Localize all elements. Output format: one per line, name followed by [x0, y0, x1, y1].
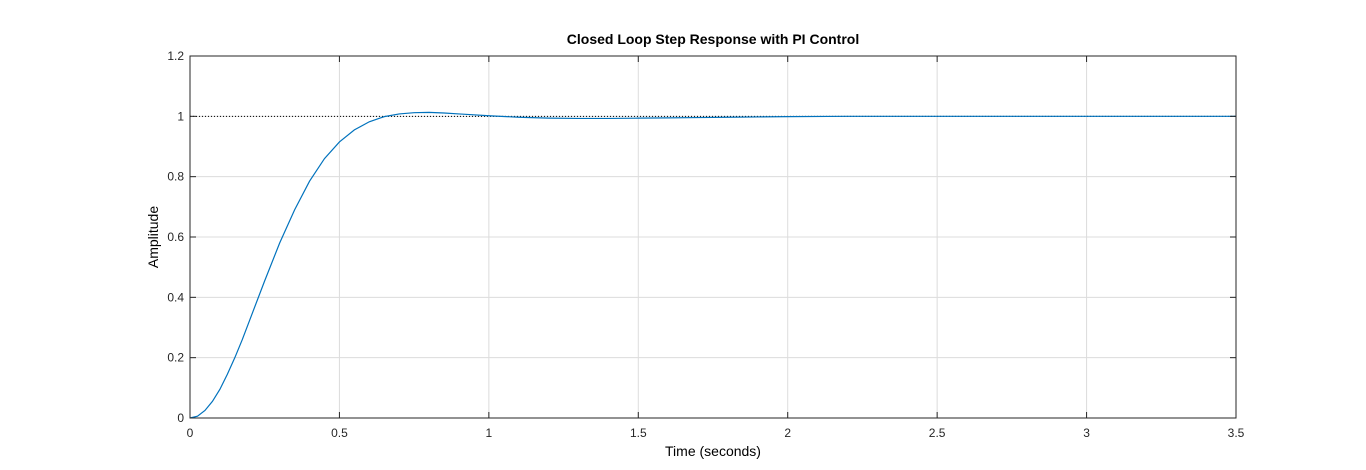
y-tick-label: 0.2 [167, 351, 184, 365]
x-tick-label: 3 [1083, 426, 1090, 440]
chart-title: Closed Loop Step Response with PI Contro… [567, 31, 859, 47]
tick-marks [189, 55, 1237, 419]
y-tick-label: 0 [177, 411, 184, 425]
x-tick-label: 1.5 [630, 426, 647, 440]
x-tick-labels: 0 0.5 1 1.5 2 2.5 3 3.5 [187, 426, 1245, 440]
x-tick-label: 3.5 [1228, 426, 1245, 440]
x-axis-label: Time (seconds) [665, 443, 761, 459]
y-tick-label: 0.6 [167, 230, 184, 244]
x-tick-label: 2.5 [929, 426, 946, 440]
x-tick-label: 1 [486, 426, 493, 440]
x-tick-label: 2 [784, 426, 791, 440]
y-tick-label: 0.4 [167, 290, 184, 304]
x-tick-label: 0 [187, 426, 194, 440]
y-tick-label: 1 [177, 109, 184, 123]
y-axis-label: Amplitude [145, 206, 161, 268]
series-line-step-response [189, 111, 1236, 419]
x-tick-label: 0.5 [331, 426, 348, 440]
y-tick-label: 0.8 [167, 170, 184, 184]
y-tick-labels: 0 0.2 0.4 0.6 0.8 1 1.2 [167, 49, 184, 425]
y-tick-label: 1.2 [167, 49, 184, 63]
